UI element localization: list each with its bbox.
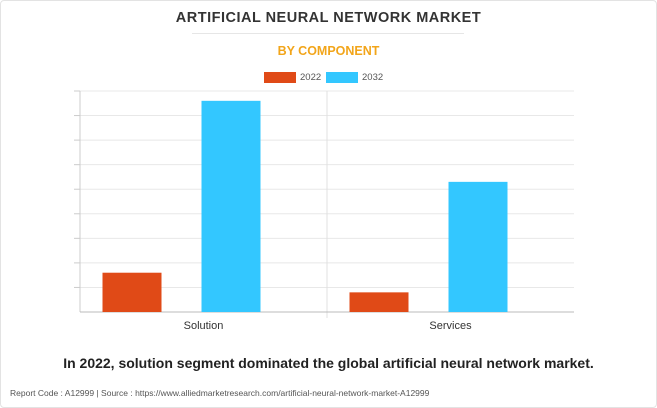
legend-swatch-2032 bbox=[326, 72, 358, 83]
chart-caption: In 2022, solution segment dominated the … bbox=[63, 355, 594, 371]
bar-chart: Solution Services bbox=[74, 90, 574, 332]
legend-label-2032: 2032 bbox=[362, 72, 384, 83]
legend-swatch-2022 bbox=[264, 72, 296, 83]
bar-services-2022 bbox=[349, 292, 409, 312]
bar-services-2032 bbox=[448, 181, 508, 312]
chart-subtitle: BY COMPONENT bbox=[277, 44, 380, 58]
x-tick-label: Services bbox=[429, 320, 472, 332]
legend-label-2022: 2022 bbox=[300, 72, 322, 83]
x-tick-label: Solution bbox=[184, 320, 224, 332]
title-divider bbox=[192, 33, 464, 34]
report-source-info: Report Code : A12999 | Source : https://… bbox=[10, 388, 430, 398]
chart-title: ARTIFICIAL NEURAL NETWORK MARKET bbox=[175, 10, 482, 26]
chart-legend: 2022 2032 bbox=[0, 71, 657, 85]
bar-solution-2022 bbox=[102, 272, 162, 312]
bar-solution-2032 bbox=[201, 100, 261, 312]
